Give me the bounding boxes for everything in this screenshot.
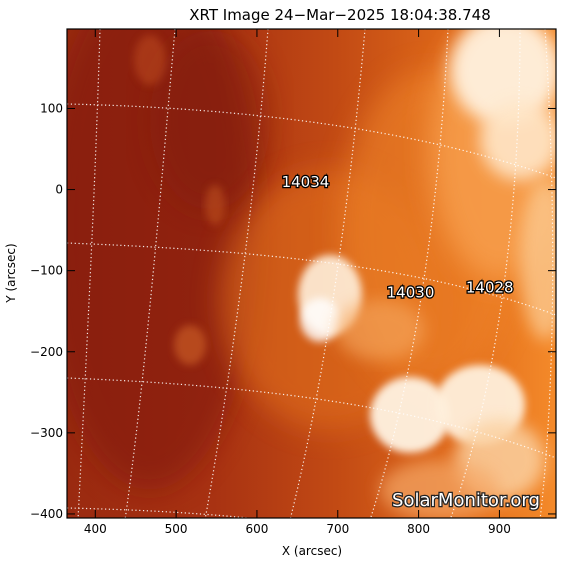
region-label: 14028 — [466, 279, 514, 297]
y-tick-label: −100 — [30, 264, 63, 278]
x-tick-label: 900 — [488, 522, 511, 536]
y-axis: 100 0 −100 −200 −300 −400 — [30, 101, 556, 521]
watermark: SolarMonitor.org — [392, 490, 540, 511]
x-tick-label: 700 — [326, 522, 349, 536]
x-axis: 400 500 600 700 800 900 — [84, 29, 511, 536]
region-label: 14030 — [387, 283, 435, 301]
x-tick-label: 400 — [84, 522, 107, 536]
x-tick-label: 500 — [165, 522, 188, 536]
x-tick-label: 800 — [407, 522, 430, 536]
y-tick-label: −200 — [30, 345, 63, 359]
y-tick-label: −300 — [30, 426, 63, 440]
y-tick-label: 100 — [40, 101, 63, 115]
plot-frame — [66, 28, 557, 519]
figure-title: XRT Image 24−Mar−2025 18:04:38.748 — [189, 6, 491, 24]
region-labels: 14034 14030 14028 — [280, 172, 515, 303]
y-tick-label: 0 — [55, 183, 63, 197]
solar-xray-image — [67, 29, 556, 518]
y-tick-label: −400 — [30, 507, 63, 521]
x-tick-label: 600 — [245, 522, 268, 536]
region-label: 14034 — [282, 173, 330, 191]
y-axis-label: Y (arcsec) — [4, 243, 18, 303]
x-axis-label: X (arcsec) — [282, 544, 342, 558]
heliographic-grid — [67, 29, 556, 518]
